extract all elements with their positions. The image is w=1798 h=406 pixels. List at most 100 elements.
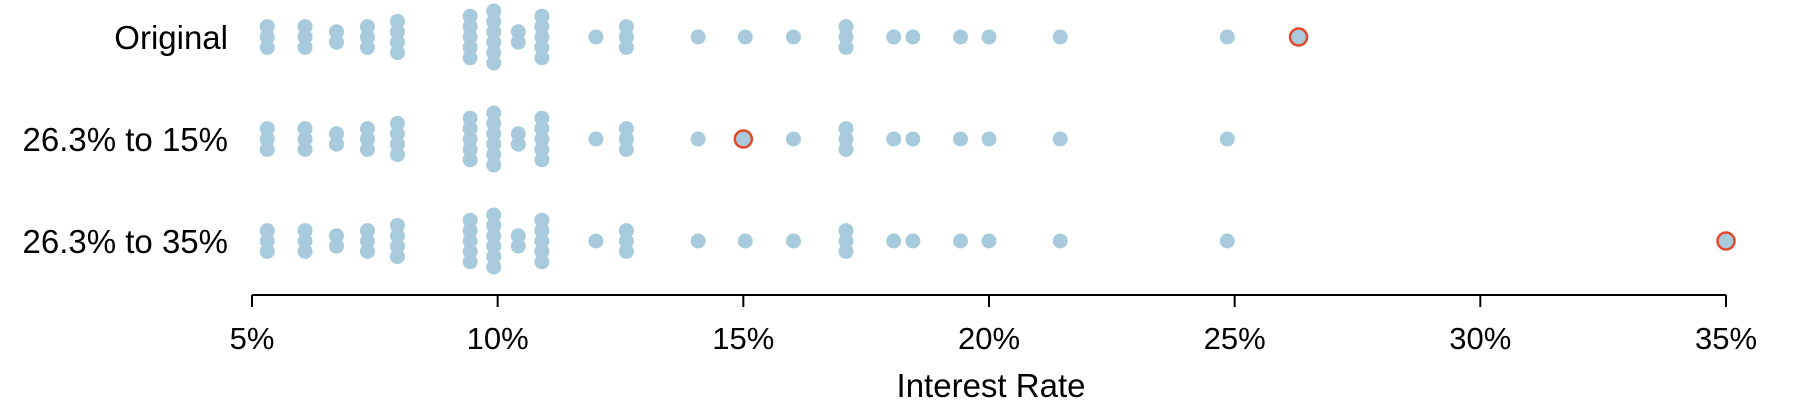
data-point [389, 24, 405, 40]
data-point [359, 121, 375, 137]
series-row-2: 26.3% to 15% [23, 105, 1235, 173]
data-point [259, 141, 275, 157]
x-tick-label: 25% [1204, 321, 1266, 356]
data-point [510, 126, 526, 142]
data-point [534, 254, 550, 270]
data-point [462, 29, 478, 45]
data-point [389, 147, 405, 163]
data-point [534, 50, 550, 66]
data-point [389, 13, 405, 29]
data-point [486, 34, 502, 50]
data-point [534, 121, 550, 137]
data-point [618, 233, 634, 249]
data-point [534, 29, 550, 45]
data-point [389, 34, 405, 50]
x-tick-label: 30% [1449, 321, 1511, 356]
data-point [1219, 233, 1235, 249]
data-point [297, 131, 313, 147]
data-point [259, 19, 275, 35]
data-point [462, 243, 478, 259]
data-point [486, 105, 502, 121]
data-point [462, 121, 478, 137]
data-point [389, 115, 405, 131]
data-point [737, 29, 753, 45]
data-point [510, 136, 526, 152]
series-label: 26.3% to 15% [23, 121, 228, 158]
x-tick-label: 20% [958, 321, 1020, 356]
data-point [1052, 233, 1068, 249]
data-point [1052, 131, 1068, 147]
highlighted-data-point [733, 129, 754, 149]
data-point [690, 29, 706, 45]
data-point [462, 110, 478, 126]
data-point [259, 131, 275, 147]
data-point [297, 29, 313, 45]
data-point [462, 131, 478, 147]
data-point [259, 223, 275, 239]
data-point [297, 39, 313, 55]
data-point [486, 217, 502, 233]
data-point [534, 110, 550, 126]
data-point [359, 223, 375, 239]
data-point [905, 233, 921, 249]
data-point [785, 131, 801, 147]
data-point [389, 249, 405, 265]
data-point [462, 152, 478, 168]
data-point [886, 131, 902, 147]
data-point [953, 29, 968, 45]
x-tick-label: 10% [467, 321, 529, 356]
data-point [462, 212, 478, 228]
data-point [618, 223, 634, 239]
data-point [510, 238, 526, 254]
data-point [981, 131, 997, 147]
data-point [905, 29, 921, 45]
data-point [259, 121, 275, 137]
data-point [618, 29, 634, 45]
series-label: Original [114, 19, 228, 56]
data-point [737, 233, 753, 249]
data-point [389, 126, 405, 142]
data-point [618, 39, 634, 55]
data-point [329, 228, 345, 244]
data-point [462, 39, 478, 55]
plot-rows: Original 26.3% to 15% 26.3% to 35% [23, 3, 1736, 275]
data-point [359, 39, 375, 55]
data-point [259, 233, 275, 249]
data-point [297, 233, 313, 249]
data-point [534, 243, 550, 259]
data-point [618, 121, 634, 137]
data-point [329, 24, 345, 40]
x-tick-label: 5% [230, 321, 275, 356]
data-point [486, 24, 502, 40]
data-point [486, 45, 502, 61]
x-tick-label: 15% [712, 321, 774, 356]
data-point [462, 50, 478, 66]
data-point [981, 29, 997, 45]
x-axis-ticks: 5% 10% 15% 20% 25% 30% 35% [230, 295, 1757, 356]
data-point [462, 223, 478, 239]
data-point [389, 136, 405, 152]
data-point [486, 207, 502, 223]
data-point [838, 223, 854, 239]
data-point [785, 233, 801, 249]
data-point [297, 223, 313, 239]
data-point [1052, 29, 1068, 45]
data-point [486, 55, 502, 71]
data-point [690, 233, 706, 249]
data-point [838, 121, 854, 137]
data-point [486, 126, 502, 142]
data-point [329, 34, 345, 50]
data-point [588, 131, 604, 147]
data-point [886, 233, 902, 249]
data-point [462, 254, 478, 270]
data-point [588, 29, 604, 45]
data-point [297, 243, 313, 259]
data-point [297, 141, 313, 157]
data-point [486, 228, 502, 244]
data-point [588, 233, 604, 249]
data-point [534, 152, 550, 168]
data-point [1219, 131, 1235, 147]
data-point [359, 131, 375, 147]
data-point [462, 233, 478, 249]
